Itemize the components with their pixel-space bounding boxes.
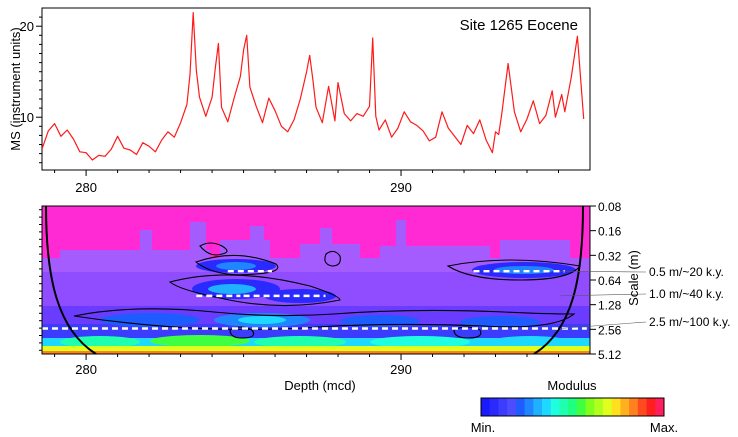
colorbar-swatch xyxy=(646,398,656,416)
wavelet-x-tick-label: 290 xyxy=(390,362,412,377)
colorbar-frame xyxy=(480,397,665,417)
blob xyxy=(490,336,570,348)
colorbar-swatch xyxy=(524,398,534,416)
spectrum-large-scale-band xyxy=(42,335,590,354)
colorbar-swatch xyxy=(594,398,604,416)
wavelet-scale-ticks: 0.08 0.16 0.32 0.64 1.28 2.56 5.12 xyxy=(39,200,622,362)
colorbar-swatch xyxy=(611,398,621,416)
blob xyxy=(254,336,346,348)
wavelet-x-axis-label: Depth (mcd) xyxy=(284,378,356,393)
ms-y-ticks: 10 20 xyxy=(20,19,42,125)
patch xyxy=(320,228,332,258)
blob xyxy=(60,336,140,348)
annotation-20ky: 0.5 m/~20 k.y. xyxy=(649,265,724,279)
wavelet-y-axis-label: Scale (m) xyxy=(626,250,641,306)
patch xyxy=(500,240,570,258)
ms-y-tick-label: 20 xyxy=(20,19,34,34)
wavelet-x-ticks: 280 290 xyxy=(54,354,560,377)
wavelet-scale-tick-label: 2.56 xyxy=(598,323,622,337)
coi-right xyxy=(533,206,584,354)
blob xyxy=(370,336,470,348)
ms-x-tick-label: 290 xyxy=(390,180,412,195)
wavelet-x-tick-label: 280 xyxy=(75,362,97,377)
colorbar-swatch xyxy=(559,398,569,416)
annotation-leader xyxy=(559,293,647,297)
scale-grid-lines xyxy=(559,270,647,329)
ms-x-tick-label: 280 xyxy=(75,180,97,195)
ms-series-line xyxy=(42,12,585,161)
colorbar-swatch xyxy=(568,398,578,416)
colorbar-label: Modulus xyxy=(547,378,597,393)
contour xyxy=(324,250,341,267)
blob-100ky-e xyxy=(460,316,540,328)
colorbar-swatch xyxy=(655,398,665,416)
ms-chart: 280 290 10 20 Site 1265 Eocene MS (instrum… xyxy=(8,7,591,195)
colorbar-swatch xyxy=(576,398,587,416)
patch xyxy=(60,250,210,258)
contour xyxy=(453,326,482,339)
colorbar-swatch xyxy=(542,398,552,416)
colorbar-min-label: Min. xyxy=(471,420,496,435)
blob-20ky-left-core xyxy=(216,262,256,270)
contour xyxy=(199,242,228,256)
wavelet-scale-tick-label: 0.16 xyxy=(598,225,622,239)
patch xyxy=(140,230,152,258)
band xyxy=(42,351,590,354)
cone-of-influence xyxy=(45,206,584,354)
annotation-100ky: 2.5 m/~100 k.y. xyxy=(649,315,731,329)
period-annotations: 0.5 m/~20 k.y. 1.0 m/~40 k.y. 2.5 m/~100… xyxy=(649,265,731,329)
patch xyxy=(250,226,264,258)
ms-plot-frame xyxy=(41,7,591,171)
colorbar-swatch xyxy=(585,398,595,416)
wavelet-scale-tick-label: 5.12 xyxy=(598,348,622,362)
colorbar-swatch xyxy=(481,398,491,416)
blob xyxy=(150,335,250,347)
ms-x-ticks: 280 290 xyxy=(54,170,560,195)
colorbar-swatch xyxy=(550,398,560,416)
ridge-lines xyxy=(42,270,587,330)
colorbar-swatch xyxy=(489,398,499,416)
ms-chart-title: Site 1265 Eocene xyxy=(460,17,578,34)
colorbar-swatch xyxy=(637,398,648,416)
annotation-40ky: 1.0 m/~40 k.y. xyxy=(649,287,724,301)
patch xyxy=(190,222,206,258)
colorbar-swatch xyxy=(507,398,517,416)
blob-40ky-left-core xyxy=(208,284,256,294)
colorbar-swatches xyxy=(481,398,665,416)
wavelet-spectrum xyxy=(42,206,590,354)
colorbar-swatch xyxy=(629,398,639,416)
colorbar: Modulus Min. Max. xyxy=(471,378,678,435)
blob-40ky-mid xyxy=(264,289,336,303)
contour xyxy=(229,326,255,339)
patch xyxy=(380,246,490,258)
wavelet-scale-tick-label: 0.08 xyxy=(598,200,622,214)
ms-y-axis-label: MS (instrument units) xyxy=(8,27,23,151)
wavelet-scale-tick-label: 0.64 xyxy=(598,274,622,288)
blob-100ky-a xyxy=(100,313,200,327)
coi-left xyxy=(45,206,97,354)
blob-20ky-right-core xyxy=(494,266,554,274)
contour xyxy=(194,254,279,276)
wavelet-scale-tick-label: 1.28 xyxy=(598,299,622,313)
ms-y-tick-label: 10 xyxy=(20,110,34,125)
colorbar-max-label: Max. xyxy=(650,420,678,435)
annotation-leader xyxy=(559,321,647,329)
contour xyxy=(446,259,581,281)
annotation-leader xyxy=(559,270,647,273)
colorbar-swatch xyxy=(603,398,613,416)
colorbar-swatch xyxy=(620,398,630,416)
colorbar-swatch xyxy=(498,398,508,416)
colorbar-swatch xyxy=(533,398,543,416)
band xyxy=(42,346,590,351)
colorbar-swatch xyxy=(515,398,526,416)
contour xyxy=(73,308,576,331)
patch xyxy=(396,220,406,258)
wavelet-scale-tick-label: 0.32 xyxy=(598,249,622,263)
ms-left-minor-ticks xyxy=(39,16,42,164)
wavelet-chart: 280 290 0.08 0.16 0.32 0.64 1.28 2.56 5.12 Dept… xyxy=(39,200,731,393)
blob-100ky-c xyxy=(238,316,286,324)
